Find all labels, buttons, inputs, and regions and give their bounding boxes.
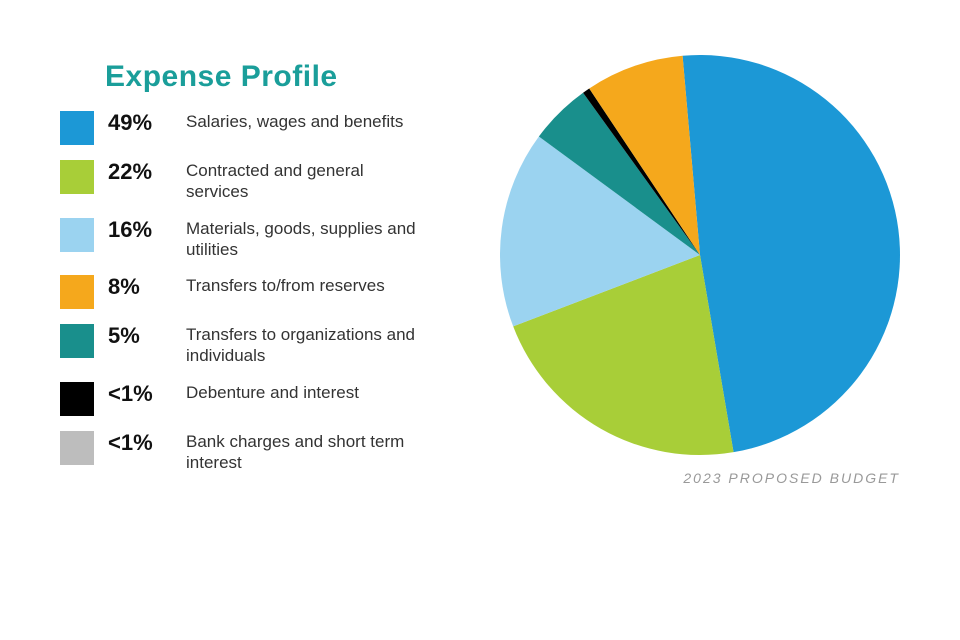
legend-percent: 8%	[108, 274, 178, 300]
legend-swatch	[60, 382, 94, 416]
expense-profile-figure: Expense Profile 49% Salaries, wages and b…	[0, 0, 960, 640]
chart-caption: 2023 PROPOSED BUDGET	[683, 470, 900, 486]
legend-percent: <1%	[108, 430, 178, 456]
legend-percent: 49%	[108, 110, 178, 136]
chart-title: Expense Profile	[105, 60, 338, 94]
legend-percent: 16%	[108, 217, 178, 243]
legend-label: Bank charges and short term interest	[186, 430, 426, 474]
legend-label: Contracted and general services	[186, 159, 426, 203]
legend-label: Debenture and interest	[186, 381, 359, 403]
legend-label: Salaries, wages and benefits	[186, 110, 403, 132]
legend-row: 16% Materials, goods, supplies and utilit…	[60, 217, 460, 261]
legend-swatch	[60, 111, 94, 145]
legend-label: Transfers to/from reserves	[186, 274, 385, 296]
legend-swatch	[60, 218, 94, 252]
legend-label: Transfers to organizations and individua…	[186, 323, 426, 367]
legend-row: 22% Contracted and general services	[60, 159, 460, 203]
legend-row: 8% Transfers to/from reserves	[60, 274, 460, 309]
legend-row: 5% Transfers to organizations and individ…	[60, 323, 460, 367]
legend-swatch	[60, 431, 94, 465]
legend-percent: 22%	[108, 159, 178, 185]
legend-row: <1% Debenture and interest	[60, 381, 460, 416]
pie-chart	[500, 55, 900, 455]
legend-swatch	[60, 160, 94, 194]
legend: 49% Salaries, wages and benefits 22% Contra…	[60, 110, 460, 487]
legend-row: <1% Bank charges and short term interest	[60, 430, 460, 474]
legend-percent: 5%	[108, 323, 178, 349]
pie-svg	[500, 55, 900, 455]
legend-percent: <1%	[108, 381, 178, 407]
legend-swatch	[60, 324, 94, 358]
legend-swatch	[60, 275, 94, 309]
legend-label: Materials, goods, supplies and utilities	[186, 217, 426, 261]
legend-row: 49% Salaries, wages and benefits	[60, 110, 460, 145]
